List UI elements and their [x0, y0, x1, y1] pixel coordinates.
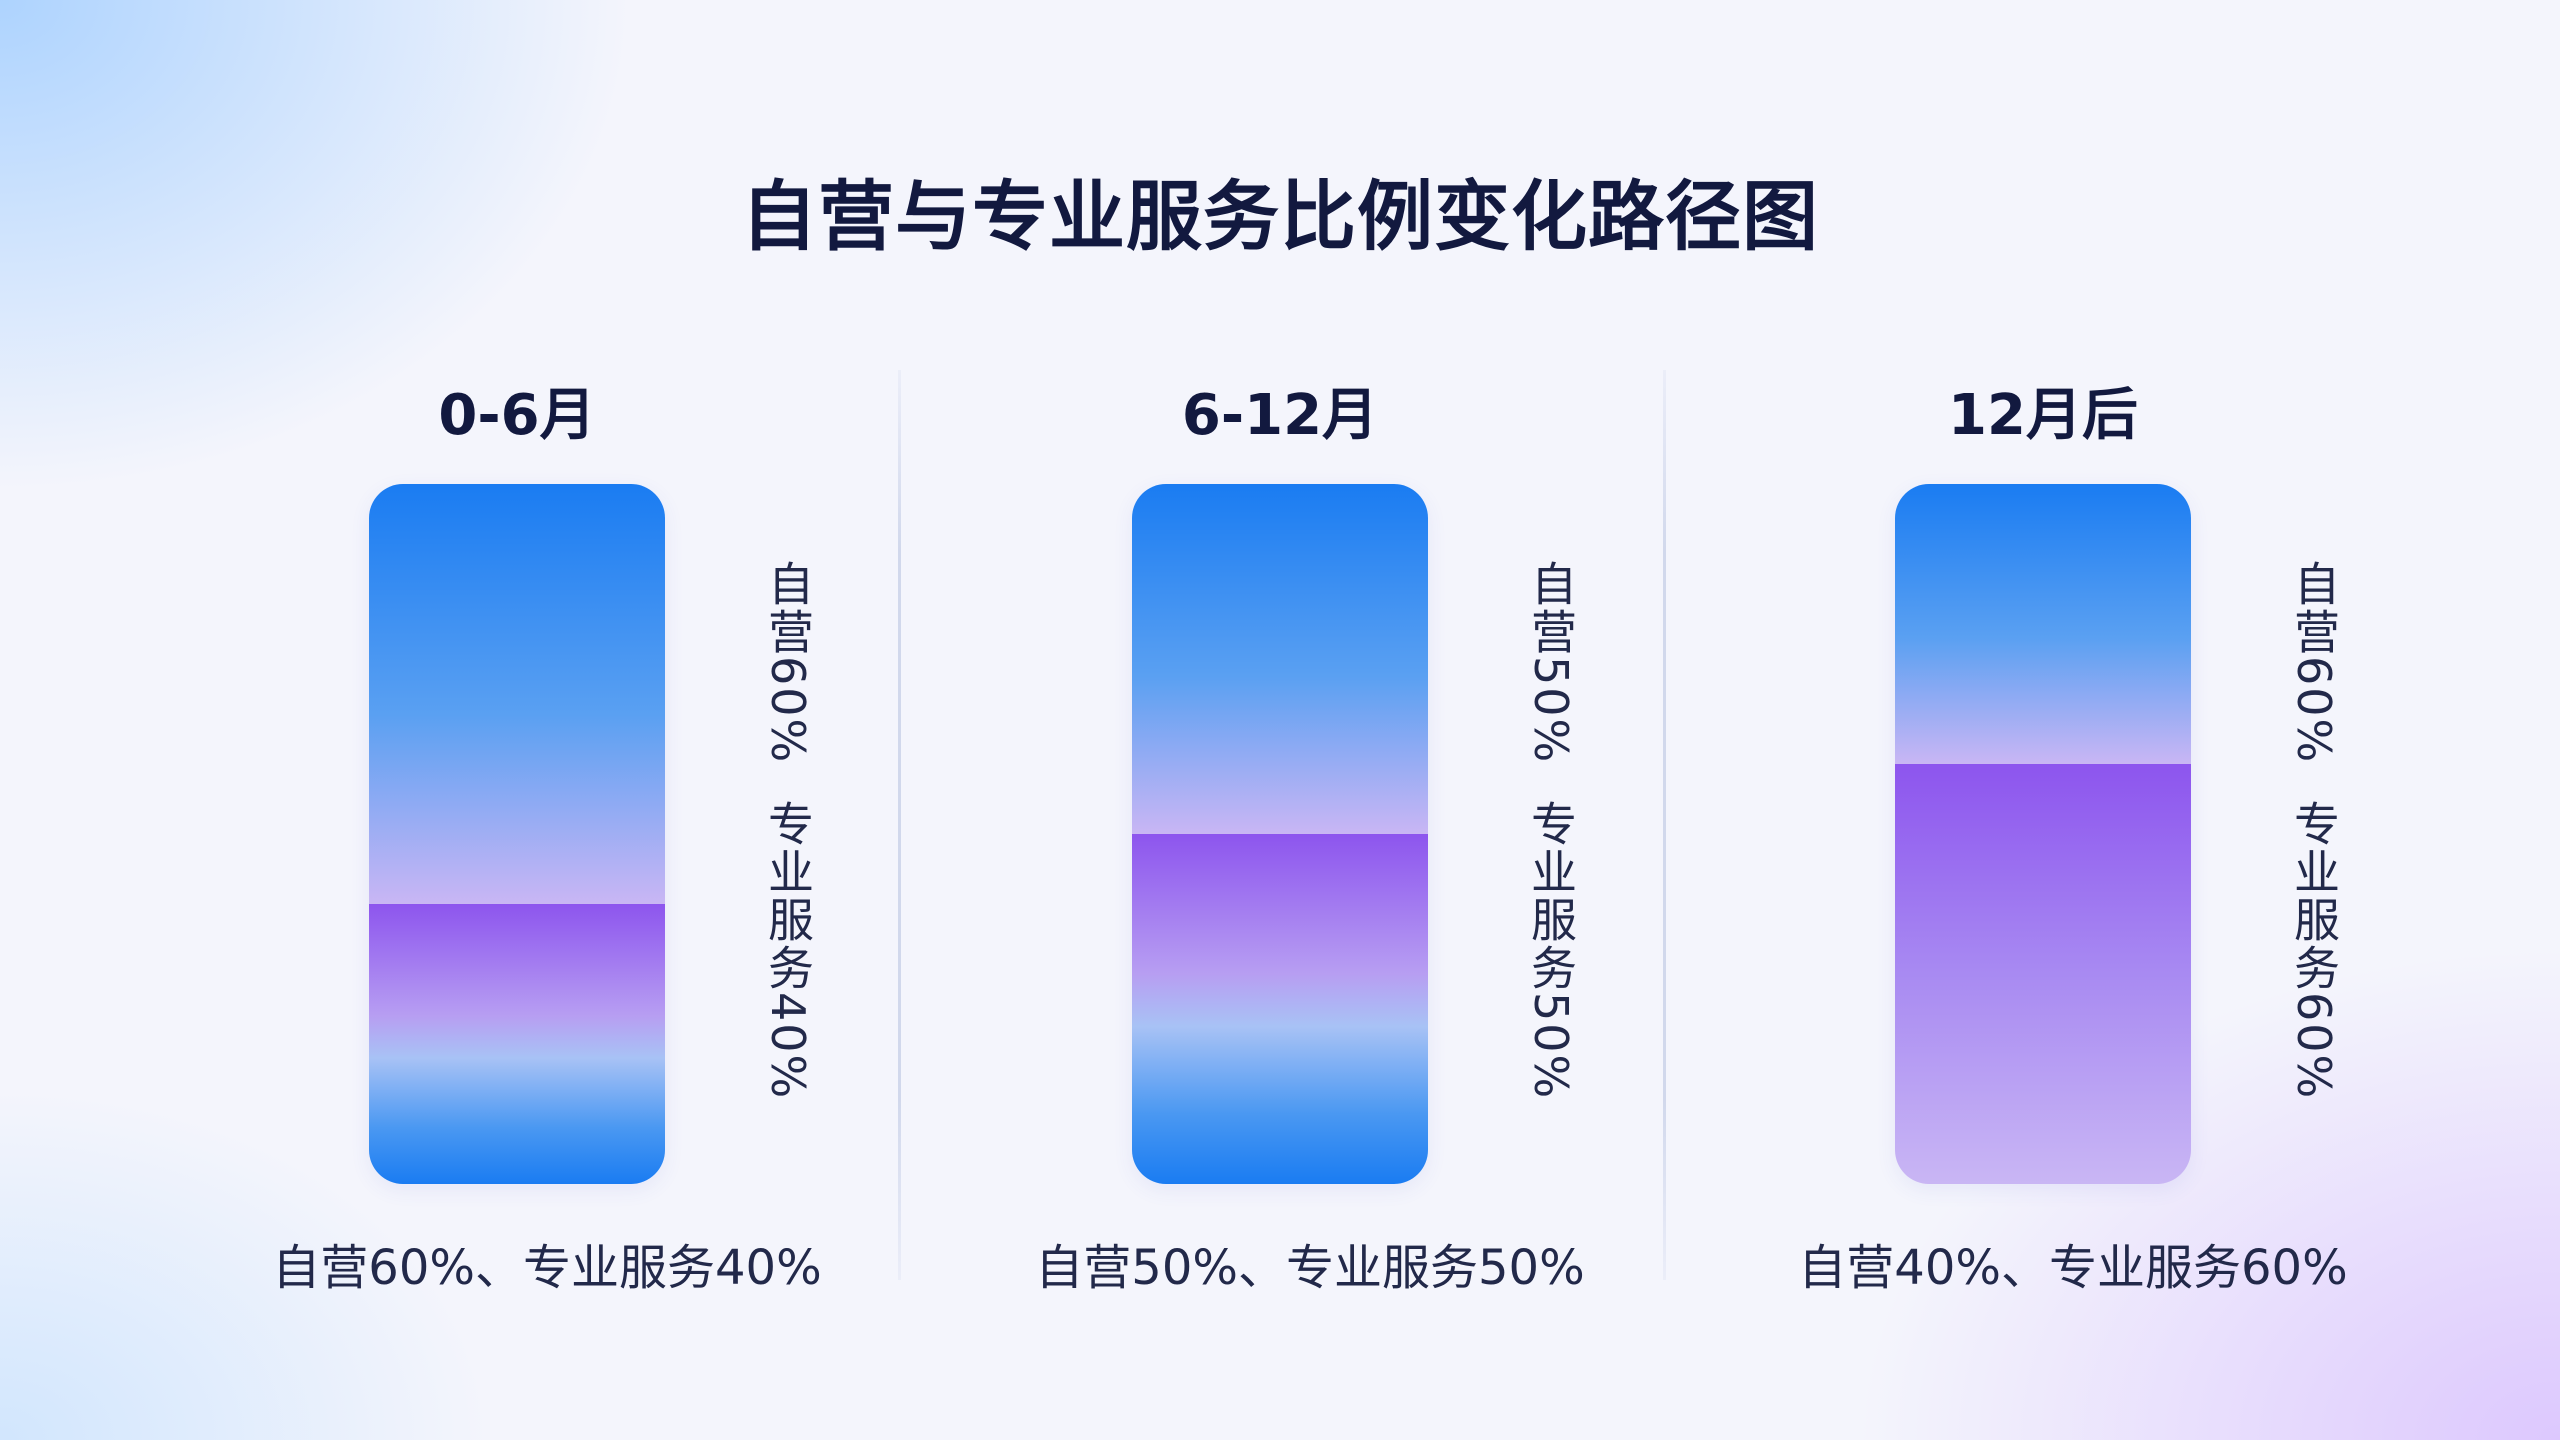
- ratio-caption: 自营40%、专业服务60%: [1713, 1228, 2433, 1298]
- bar-segment-professional: [1895, 764, 2191, 1184]
- divider-1: [898, 370, 901, 1280]
- period-label: 0-6月: [257, 370, 777, 451]
- vertical-label-self: 自营60%: [2281, 560, 2347, 764]
- chart-title: 自营与专业服务比例变化路径图: [0, 155, 2560, 265]
- bar-segment-self: [1895, 484, 2191, 764]
- vertical-label-self: 自营50%: [1518, 560, 1584, 764]
- period-label: 6-12月: [1020, 370, 1540, 451]
- ratio-caption: 自营50%、专业服务50%: [950, 1228, 1670, 1298]
- stacked-bar: [369, 484, 665, 1184]
- vertical-label-self: 自营60%: [755, 560, 821, 764]
- divider-2: [1663, 370, 1666, 1280]
- bar-segment-professional: [1132, 834, 1428, 1184]
- bar-segment-professional: [369, 904, 665, 1184]
- vertical-label-professional: 专业服务60%: [2281, 800, 2347, 1100]
- vertical-label-professional: 专业服务40%: [755, 800, 821, 1100]
- stacked-bar: [1895, 484, 2191, 1184]
- period-label: 12月后: [1783, 370, 2303, 451]
- stacked-bar: [1132, 484, 1428, 1184]
- ratio-caption: 自营60%、专业服务40%: [187, 1228, 907, 1298]
- bar-segment-self: [1132, 484, 1428, 834]
- vertical-label-professional: 专业服务50%: [1518, 800, 1584, 1100]
- bar-segment-self: [369, 484, 665, 904]
